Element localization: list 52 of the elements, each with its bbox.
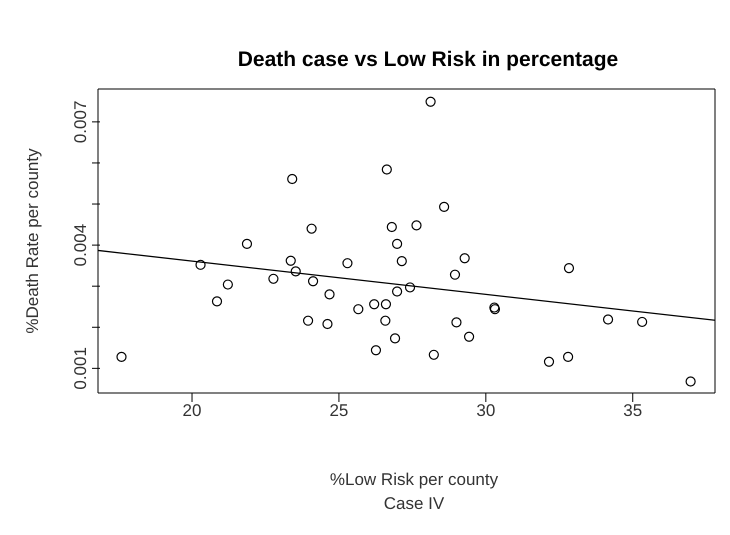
x-axis-title: %Low Risk per county xyxy=(328,469,500,491)
point xyxy=(451,317,462,328)
point xyxy=(564,263,574,274)
point xyxy=(286,256,296,266)
point xyxy=(460,253,470,264)
point xyxy=(342,258,353,268)
x-tick-label: 35 xyxy=(623,401,642,420)
point xyxy=(353,304,364,314)
point xyxy=(222,279,233,290)
chart-title: Death case vs Low Risk in percentage xyxy=(236,48,620,72)
point xyxy=(302,316,314,326)
point xyxy=(602,314,614,325)
point xyxy=(386,222,397,232)
y-tick-label: 0.007 xyxy=(71,100,90,144)
point xyxy=(450,270,460,280)
point xyxy=(212,296,222,306)
point xyxy=(637,316,648,328)
point xyxy=(242,238,252,249)
point xyxy=(287,174,298,184)
point xyxy=(404,282,416,293)
x-tick-label: 20 xyxy=(182,401,202,420)
y-tick-label: 0.004 xyxy=(71,224,90,266)
point xyxy=(544,356,554,367)
point xyxy=(390,333,400,344)
y-tick-label: 0.001 xyxy=(71,347,90,390)
point xyxy=(369,299,380,310)
y-axis-title: %Death Rate per county xyxy=(23,148,42,334)
point xyxy=(562,352,574,362)
point xyxy=(370,345,382,356)
point xyxy=(268,274,279,284)
point xyxy=(425,96,436,107)
point xyxy=(686,376,696,387)
point xyxy=(380,316,390,326)
point xyxy=(439,202,450,212)
x-tick-label: 25 xyxy=(329,401,348,420)
point xyxy=(382,164,392,175)
point xyxy=(392,286,402,297)
point xyxy=(411,220,422,230)
point xyxy=(290,266,301,276)
x-tick-label: 30 xyxy=(476,401,496,420)
text: Case IV xyxy=(382,493,446,515)
point xyxy=(195,260,206,270)
point xyxy=(464,332,474,342)
point xyxy=(392,238,402,249)
point xyxy=(306,224,317,234)
point xyxy=(308,276,318,286)
point xyxy=(428,350,439,360)
point xyxy=(324,289,335,300)
point xyxy=(396,256,407,266)
point xyxy=(116,352,127,362)
point xyxy=(380,299,392,310)
point xyxy=(322,318,333,330)
